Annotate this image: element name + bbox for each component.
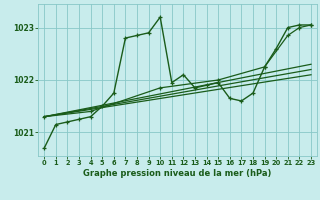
- X-axis label: Graphe pression niveau de la mer (hPa): Graphe pression niveau de la mer (hPa): [84, 169, 272, 178]
